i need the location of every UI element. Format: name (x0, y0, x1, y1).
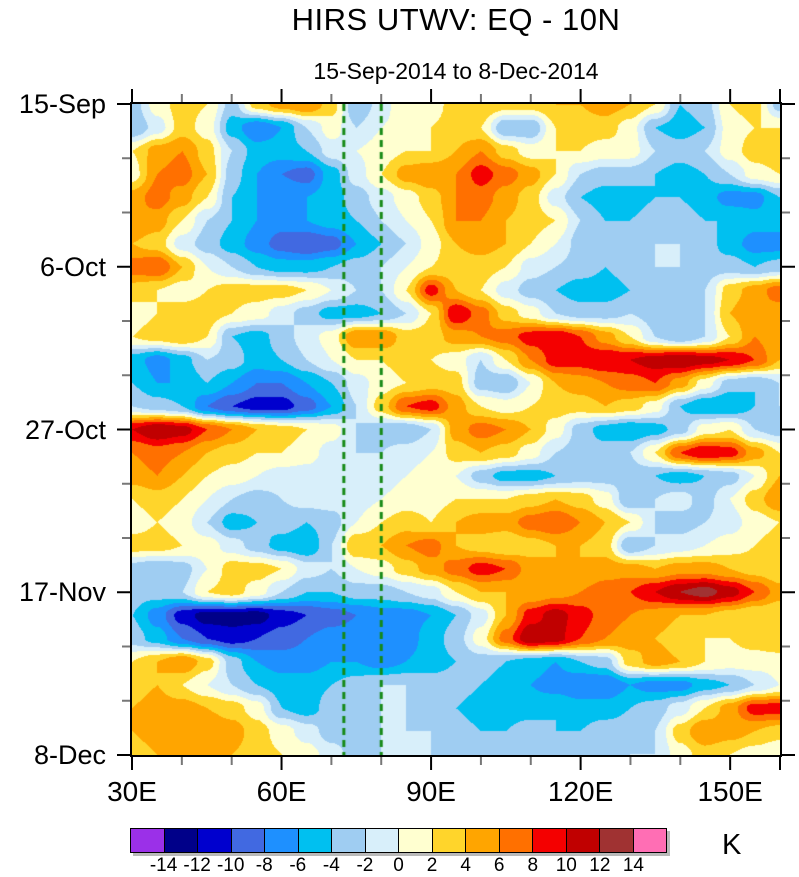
colorbar-tick-label: -6 (289, 855, 307, 876)
colorbar-cell (265, 829, 299, 852)
colorbar-tick-label: 4 (460, 855, 471, 876)
colorbar-tick-label: -4 (322, 855, 340, 876)
y-tick-label: 27-Oct (24, 414, 106, 445)
colorbar-cell (365, 829, 399, 852)
chart-title: HIRS UTWV: EQ - 10N (291, 2, 621, 37)
x-tick-label: 60E (256, 776, 307, 807)
colorbar-cell (332, 829, 366, 852)
colorbar-tick-label: 2 (426, 855, 438, 876)
x-tick-label: 150E (697, 776, 763, 807)
colorbar-tick-label: 14 (622, 855, 645, 876)
colorbar-cell (198, 829, 232, 852)
plot-area (130, 102, 782, 757)
colorbar-tick-label: 12 (589, 855, 611, 876)
colorbar-cell (298, 829, 332, 852)
colorbar-tick-label: 10 (555, 855, 577, 876)
colorbar-tick-label: -12 (183, 855, 211, 876)
colorbar-tick-label: 6 (493, 855, 505, 876)
y-tick-label: 6-Oct (39, 251, 106, 282)
colorbar-cell (164, 829, 198, 852)
chart-subtitle: 15-Sep-2014 to 8-Dec-2014 (313, 58, 599, 84)
y-tick-label: 15-Sep (18, 89, 106, 119)
colorbar-tick-label: -2 (356, 855, 374, 876)
colorbar-cell (633, 829, 666, 852)
colorbar-cell (466, 829, 500, 852)
colorbar-unit-label: K (722, 829, 742, 861)
colorbar-tick-label: -8 (255, 855, 273, 876)
hovmoller-heatmap (132, 104, 780, 755)
y-tick-label: 8-Dec (33, 740, 106, 770)
colorbar (130, 828, 667, 853)
colorbar-cell (399, 829, 433, 852)
x-tick-label: 30E (107, 776, 157, 807)
colorbar-cell (533, 829, 567, 852)
colorbar-tick-label: -10 (216, 855, 245, 876)
colorbar-cell (566, 829, 600, 852)
colorbar-tick-label: 8 (527, 855, 539, 876)
colorbar-cell (131, 829, 165, 852)
colorbar-cell (499, 829, 533, 852)
x-tick-label: 120E (547, 776, 614, 807)
colorbar-tick-label: 0 (393, 855, 404, 876)
colorbar-tick-label: -14 (149, 855, 178, 876)
colorbar-cell (432, 829, 466, 852)
colorbar-cell (600, 829, 634, 852)
colorbar-cell (231, 829, 265, 852)
y-tick-label: 17-Nov (18, 577, 106, 608)
x-tick-label: 90E (406, 776, 456, 807)
